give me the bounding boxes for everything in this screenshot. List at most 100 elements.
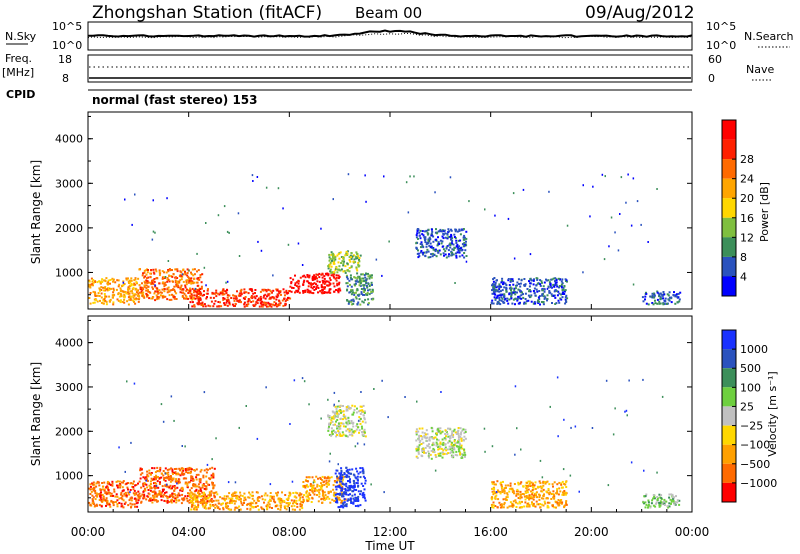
power-cell: [199, 294, 202, 297]
velocity-cell: [103, 489, 106, 492]
power-cell: [88, 280, 91, 283]
velocity-cell: [132, 482, 134, 485]
colorbar-swatch: [722, 425, 736, 445]
velocity-cell: [263, 494, 266, 497]
velocity-cell: [528, 480, 531, 483]
power-cell: [538, 290, 541, 292]
power-cell: [192, 282, 195, 285]
velocity-cell: [197, 491, 199, 494]
power-cell: [279, 290, 282, 293]
velocity-cell: [353, 405, 356, 408]
velocity-cell: [190, 477, 193, 479]
velocity-cell: [105, 504, 107, 507]
velocity-cell: [347, 493, 350, 496]
power-cell: [262, 289, 265, 292]
power-cell: [562, 291, 565, 294]
power-cell: [240, 290, 243, 292]
velocity-cell: [299, 505, 302, 508]
power-cell: [445, 247, 448, 250]
velocity-cell: [552, 496, 555, 499]
velocity-cell: [532, 498, 535, 501]
power-cell: [656, 188, 658, 190]
velocity-cell: [356, 479, 359, 482]
velocity-cell: [563, 483, 566, 485]
power-cell: [128, 282, 130, 284]
velocity-cell: [452, 443, 455, 446]
velocity-cell: [518, 506, 521, 509]
power-cell: [270, 305, 273, 308]
power-cell: [166, 291, 169, 294]
velocity-cell: [319, 478, 322, 480]
power-cell: [189, 289, 192, 292]
velocity-cell: [180, 473, 183, 475]
velocity-cell: [296, 502, 299, 505]
power-cell: [560, 293, 563, 296]
velocity-cell: [458, 450, 460, 453]
power-cell: [362, 277, 365, 280]
velocity-cell: [190, 501, 193, 504]
velocity-cell: [170, 499, 173, 501]
power-cell: [136, 289, 139, 292]
velocity-cell: [197, 473, 200, 476]
power-cell: [355, 280, 358, 283]
power-cell: [265, 290, 268, 293]
power-cell: [151, 238, 154, 241]
power-cell: [150, 297, 153, 300]
power-cell: [659, 296, 662, 299]
power-cell: [155, 298, 158, 301]
velocity-cell: [330, 427, 333, 430]
velocity-cell: [155, 499, 158, 502]
velocity-cell: [428, 453, 431, 456]
velocity-cell: [228, 508, 231, 511]
freq-label-1: Freq.: [5, 52, 32, 65]
velocity-cell: [548, 483, 551, 486]
power-cell: [200, 285, 203, 288]
power-cell: [338, 269, 341, 272]
power-cell: [522, 293, 524, 296]
velocity-cell: [240, 500, 242, 503]
power-cell: [310, 284, 313, 287]
power-cell: [338, 287, 341, 290]
velocity-cell: [348, 472, 350, 475]
velocity-cell: [344, 488, 347, 490]
power-cell: [512, 291, 515, 294]
power-cell: [154, 231, 156, 234]
velocity-cell: [550, 498, 553, 500]
velocity-cell: [287, 502, 290, 504]
velocity-cell: [676, 499, 679, 502]
velocity-cell: [156, 480, 159, 483]
velocity-cell: [197, 501, 200, 504]
velocity-cell: [551, 493, 554, 496]
velocity-cell: [348, 422, 351, 425]
velocity-cell: [355, 477, 358, 480]
velocity-cell: [157, 486, 160, 489]
power-cell: [201, 301, 204, 304]
velocity-cell: [347, 499, 350, 501]
power-cell: [184, 270, 186, 273]
velocity-cell: [307, 485, 309, 488]
velocity-cell: [494, 505, 497, 507]
velocity-cell: [497, 490, 500, 493]
power-cell: [507, 279, 510, 282]
velocity-cell: [328, 423, 330, 426]
velocity-cell: [90, 490, 93, 493]
velocity-cell: [140, 501, 143, 504]
power-cell: [99, 282, 102, 285]
velocity-cell: [205, 471, 208, 474]
velocity-cell: [246, 503, 249, 506]
power-cell: [143, 295, 146, 298]
velocity-cell: [226, 506, 228, 508]
velocity-cell: [520, 496, 523, 499]
power-cell: [329, 257, 332, 260]
velocity-cell: [463, 451, 466, 454]
power-cell: [331, 259, 333, 262]
power-cell: [367, 298, 370, 301]
power-cell: [358, 257, 361, 259]
velocity-cell: [432, 449, 435, 452]
power-cell: [337, 261, 340, 264]
velocity-cell: [659, 496, 662, 499]
power-cell: [248, 299, 251, 302]
power-cell: [134, 283, 137, 286]
velocity-cell: [130, 499, 133, 502]
power-cell: [276, 293, 279, 296]
